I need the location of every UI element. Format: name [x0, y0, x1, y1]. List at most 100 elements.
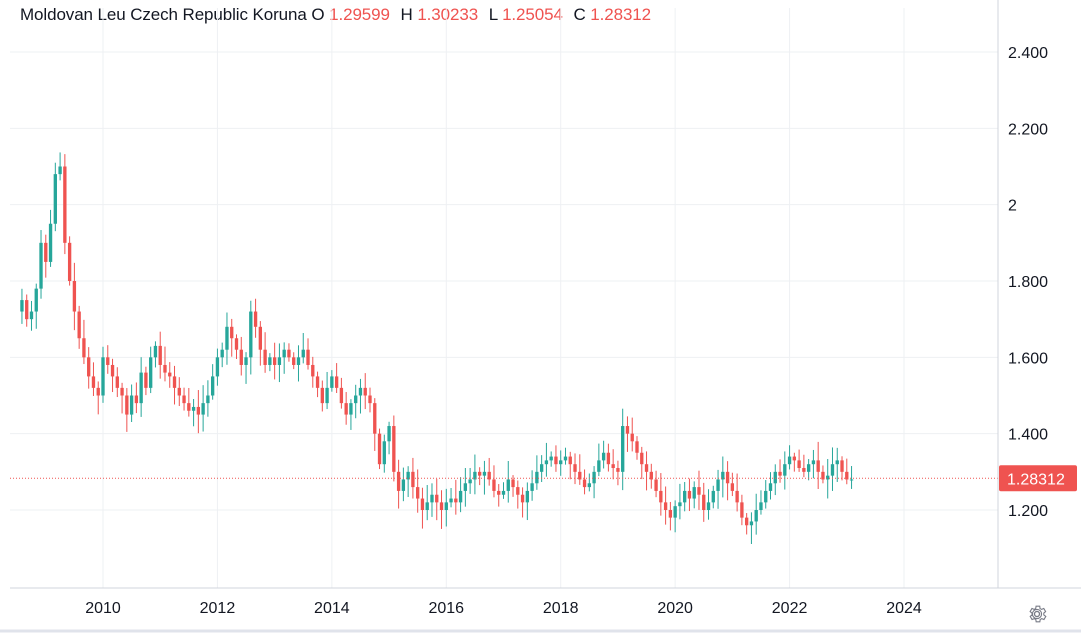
candle-body: [153, 345, 158, 358]
candle-body: [77, 311, 81, 339]
candle-body: [311, 364, 315, 377]
candle-body: [797, 460, 801, 469]
candle-body: [120, 387, 124, 396]
candle-body: [296, 357, 301, 365]
candle-body: [249, 311, 253, 358]
candle-body: [144, 372, 148, 388]
candle-body: [401, 479, 406, 491]
candle-body: [725, 471, 730, 484]
candle-body: [764, 490, 768, 503]
x-tick-label: 2018: [543, 600, 579, 617]
candle-body: [640, 452, 644, 465]
candle-body: [234, 338, 239, 350]
x-tick-label: 2014: [314, 600, 350, 617]
candle-body: [578, 471, 582, 480]
candle-body: [334, 376, 339, 388]
candle-body: [740, 502, 744, 518]
gear-icon[interactable]: [1026, 603, 1048, 625]
candle-body: [239, 349, 243, 365]
x-axis-ticks: 2010 2012 2014 2016 2018 2020 2022 2024: [85, 600, 922, 617]
candle-body: [67, 242, 72, 281]
candle-body: [778, 471, 782, 476]
candle-body: [539, 464, 544, 472]
candle-body: [497, 490, 501, 495]
candle-body: [616, 468, 620, 472]
candle-body: [34, 288, 38, 312]
x-tick-label: 2010: [85, 600, 121, 617]
candle-body: [721, 471, 725, 480]
x-tick-label: 2024: [886, 600, 922, 617]
candle-body: [96, 387, 100, 396]
candle-body: [172, 376, 177, 388]
candle-body: [592, 471, 596, 484]
x-tick-label: 2016: [428, 600, 464, 617]
y-tick-label: 1.400: [1008, 427, 1048, 444]
candle-body: [287, 349, 291, 358]
candle-body: [516, 487, 520, 495]
candle-body: [129, 395, 134, 415]
candle-body: [377, 433, 382, 465]
candle-body: [72, 281, 77, 312]
candle-body: [191, 406, 196, 411]
candle-body: [654, 479, 658, 491]
candles-group: [20, 152, 854, 545]
candle-body: [816, 460, 820, 472]
candle-body: [339, 387, 344, 404]
y-tick-label: 1.600: [1008, 350, 1048, 367]
open-label: O: [311, 5, 325, 24]
candle-body: [792, 456, 797, 461]
candle-body: [520, 494, 525, 503]
candle-body: [373, 403, 377, 434]
candle-body: [110, 364, 115, 377]
candle-body: [363, 387, 367, 396]
close-label: C: [573, 5, 586, 24]
candle-body: [449, 498, 453, 503]
candle-body: [487, 471, 491, 480]
candle-body: [354, 395, 358, 404]
candle-body: [182, 395, 186, 404]
candle-body: [277, 357, 282, 365]
candle-body: [282, 349, 286, 358]
y-tick-label: 1.200: [1008, 503, 1048, 520]
candle-body: [783, 464, 787, 476]
candle-body: [425, 502, 429, 510]
candle-body: [673, 506, 677, 518]
candle-body: [48, 223, 53, 262]
candle-body: [396, 471, 401, 491]
candle-body: [58, 166, 62, 175]
candle-body: [134, 395, 139, 404]
candle-body: [559, 460, 563, 465]
candle-body: [611, 464, 615, 469]
candle-body: [468, 479, 472, 484]
candle-body: [711, 490, 715, 503]
candle-body: [659, 490, 663, 503]
candle-body: [678, 502, 682, 507]
candle-body: [744, 517, 749, 526]
last-price-badge-text: 1.28312: [1007, 471, 1065, 488]
candle-body: [535, 471, 539, 484]
candle-body: [215, 357, 220, 377]
candle-body: [382, 441, 386, 465]
low-label: L: [488, 5, 498, 24]
y-tick-label: 2.200: [1008, 121, 1048, 138]
candle-body: [320, 387, 324, 404]
candle-body: [492, 479, 496, 491]
candle-body: [63, 166, 67, 243]
close-value: 1.28312: [590, 5, 652, 24]
candle-body: [210, 376, 215, 396]
open-value: 1.29599: [329, 5, 390, 24]
x-tick-label: 2020: [657, 600, 693, 617]
candle-body: [106, 357, 110, 365]
candle-body: [821, 471, 825, 480]
candle-body: [759, 502, 763, 510]
grid-lines: [10, 8, 998, 588]
candle-body: [587, 483, 591, 488]
candle-body: [344, 403, 348, 415]
candle-body: [787, 456, 792, 465]
candle-body: [477, 471, 482, 476]
candle-body: [201, 403, 205, 415]
candle-body: [158, 345, 162, 365]
candle-body: [349, 403, 353, 415]
candle-body: [573, 464, 577, 472]
